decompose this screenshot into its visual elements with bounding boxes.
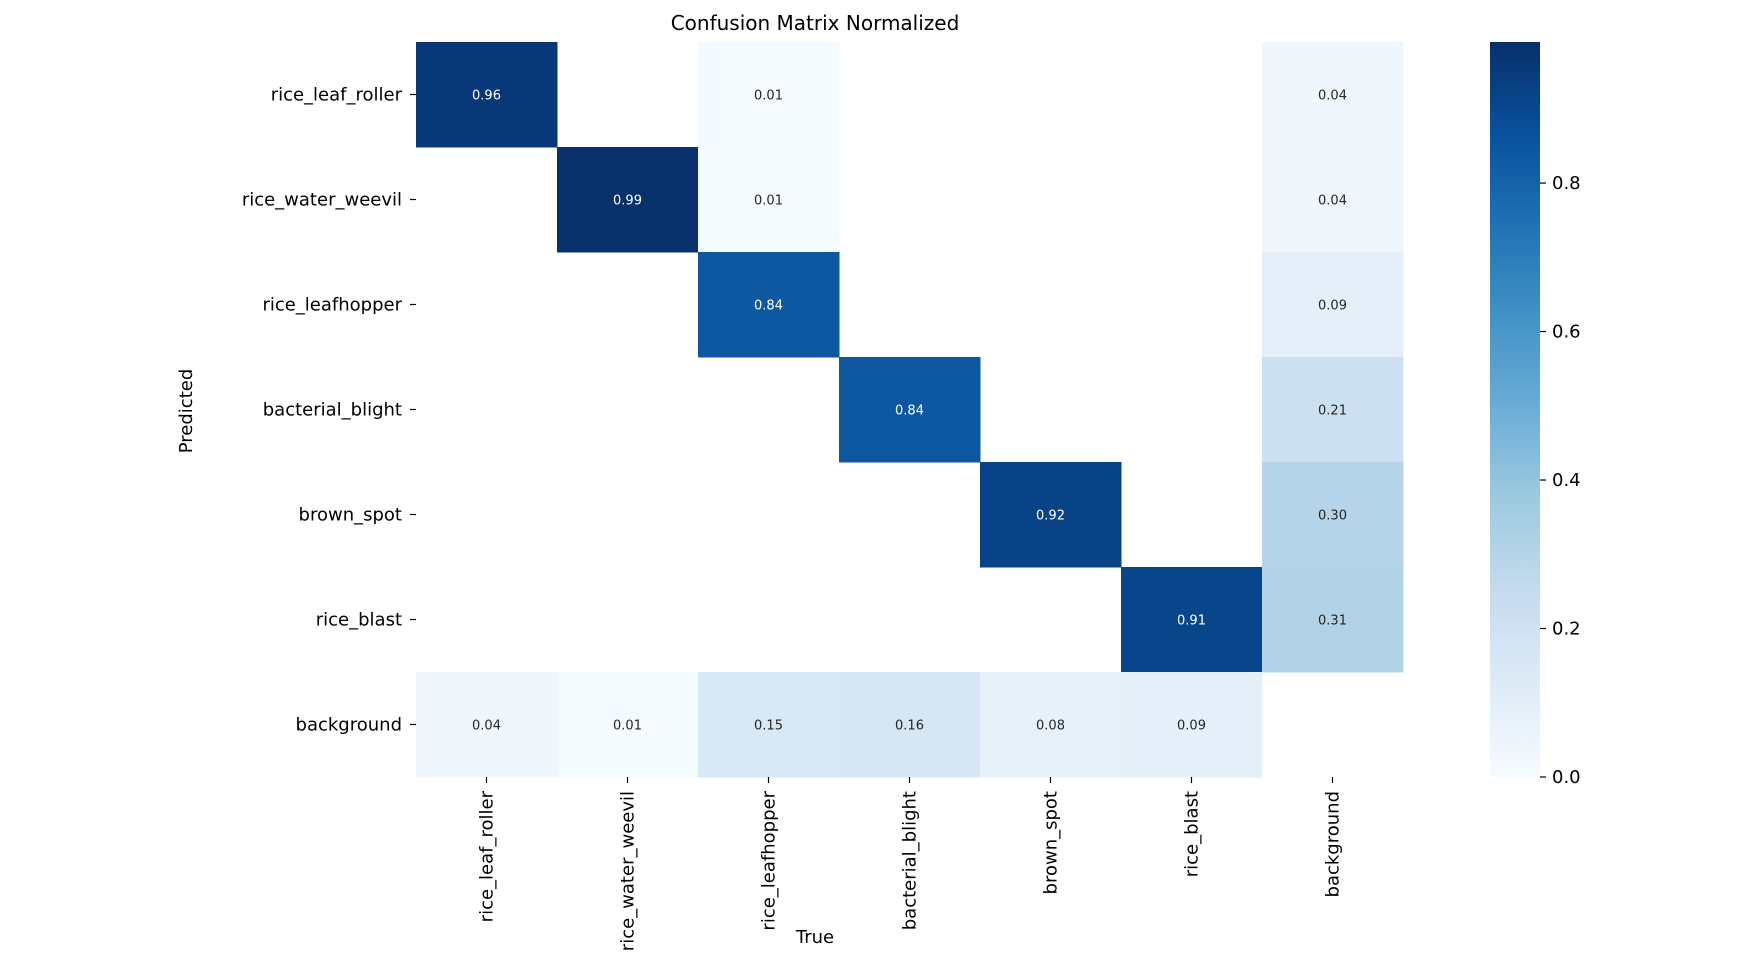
heatmap-cell (980, 672, 1122, 778)
heatmap-cells (416, 42, 1404, 778)
heatmap-cell (1262, 567, 1404, 673)
heatmap-cell (1121, 672, 1263, 778)
heatmap-cell (416, 672, 558, 778)
x-tick-label: rice_leafhopper (759, 790, 780, 930)
cell-value-label: 0.01 (754, 89, 783, 104)
x-axis-ticks: rice_leaf_roller rice_water_weevil rice_le… (477, 777, 1344, 951)
cell-value-label: 0.09 (1177, 719, 1206, 734)
colorbar-tick-label: 0.4 (1552, 470, 1581, 491)
cell-value-label: 0.04 (1318, 194, 1347, 209)
cell-value-label: 0.96 (472, 89, 501, 104)
cell-value-label: 0.21 (1318, 404, 1347, 419)
heatmap-cell-labels: 0.96 0.01 0.04 0.99 0.01 0.04 0.84 0.09 0.84 0.21… (472, 89, 1347, 734)
heatmap-cell (1262, 42, 1404, 148)
y-tick-label: background (296, 715, 402, 736)
y-tick-label: rice_blast (316, 610, 402, 631)
heatmap-cell (698, 672, 840, 778)
cell-value-label: 0.15 (754, 719, 783, 734)
cell-value-label: 0.31 (1318, 614, 1347, 629)
cell-value-label: 0.04 (1318, 89, 1347, 104)
colorbar-tick-label: 0.0 (1552, 767, 1581, 788)
heatmap-cell (698, 252, 840, 358)
heatmap-cell (557, 672, 699, 778)
x-tick-label: background (1323, 791, 1344, 897)
cell-value-label: 0.84 (754, 299, 783, 314)
cell-value-label: 0.01 (754, 194, 783, 209)
cell-value-label: 0.30 (1318, 509, 1347, 524)
cell-value-label: 0.92 (1036, 509, 1065, 524)
cell-value-label: 0.09 (1318, 299, 1347, 314)
x-tick-label: rice_water_weevil (618, 791, 639, 951)
y-axis-ticks: rice_leaf_roller rice_water_weevil rice_le… (242, 85, 416, 736)
cell-value-label: 0.08 (1036, 719, 1065, 734)
heatmap-cell (980, 462, 1122, 568)
heatmap-cell (839, 357, 981, 463)
colorbar-tick-label: 0.6 (1552, 322, 1581, 343)
heatmap-cell (557, 147, 699, 253)
colorbar-ticks: 0.0 0.2 0.4 0.6 0.8 (1540, 173, 1581, 788)
heatmap-cell (1262, 147, 1404, 253)
heatmap-cell (1121, 567, 1263, 673)
cell-value-label: 0.91 (1177, 614, 1206, 629)
colorbar-tick-label: 0.8 (1552, 173, 1581, 194)
colorbar-tick-label: 0.2 (1552, 619, 1581, 640)
y-tick-label: rice_water_weevil (242, 190, 402, 211)
cell-value-label: 0.04 (472, 719, 501, 734)
x-axis-label: True (795, 927, 834, 948)
cell-value-label: 0.84 (895, 404, 924, 419)
chart-title: Confusion Matrix Normalized (671, 11, 960, 35)
heatmap-cell (1262, 357, 1404, 463)
heatmap-cell (698, 147, 840, 253)
heatmap-cell (698, 42, 840, 148)
heatmap-cell (416, 42, 558, 148)
x-tick-label: rice_leaf_roller (477, 790, 498, 922)
heatmap-cell (1262, 462, 1404, 568)
y-tick-label: bacterial_blight (263, 400, 402, 421)
x-tick-label: bacterial_blight (900, 791, 921, 930)
heatmap-cell (839, 672, 981, 778)
cell-value-label: 0.99 (613, 194, 642, 209)
x-tick-label: rice_blast (1182, 791, 1203, 877)
colorbar (1490, 42, 1540, 777)
y-axis-label: Predicted (176, 369, 197, 454)
cell-value-label: 0.01 (613, 719, 642, 734)
y-tick-label: brown_spot (299, 505, 402, 526)
heatmap-cell (1262, 252, 1404, 358)
x-tick-label: brown_spot (1041, 791, 1062, 894)
y-tick-label: rice_leaf_roller (271, 85, 403, 106)
cell-value-label: 0.16 (895, 719, 924, 734)
y-tick-label: rice_leafhopper (262, 295, 402, 316)
